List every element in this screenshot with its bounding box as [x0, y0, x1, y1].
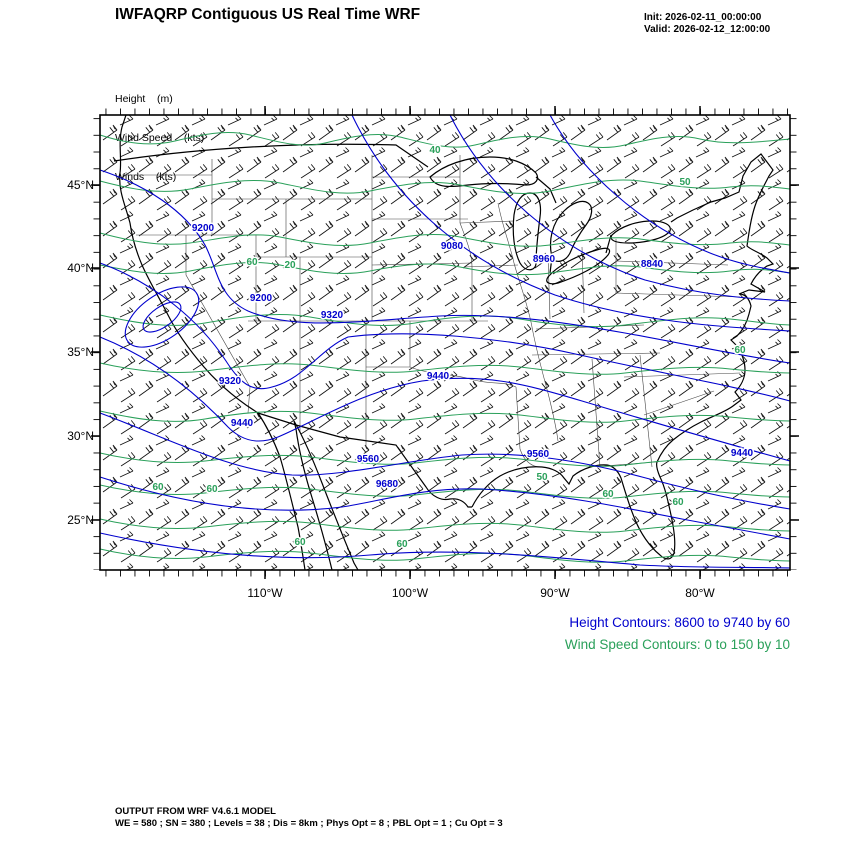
height-contour-label: 9200 — [192, 223, 215, 234]
wind-contour-label: 60 — [152, 482, 164, 493]
lake-erie — [546, 247, 611, 285]
wind-contour-label: 60 — [294, 537, 306, 548]
footer-config-line: WE = 580 ; SN = 380 ; Levels = 38 ; Dis … — [115, 818, 503, 829]
height-contour-label: 9680 — [376, 479, 399, 490]
wind-contour-label: 20 — [284, 260, 296, 271]
height-contour-label: 9440 — [427, 371, 450, 382]
map-frame — [99, 114, 791, 571]
height-contour-label: 9560 — [527, 449, 550, 460]
height-contour-labels: 9200 9080 8960 8840 9200 9320 9320 9440 … — [190, 222, 755, 492]
wind-contour-label: 50 — [536, 472, 548, 483]
wind-speed-contour-labels: 40 50 60 20 60 60 60 50 60 60 60 60 — [151, 144, 748, 552]
lake-ontario — [610, 220, 671, 244]
lat-label-35n: 35°N — [67, 345, 94, 359]
lat-label-45n: 45°N — [67, 178, 94, 192]
footer-model-line: OUTPUT FROM WRF V4.6.1 MODEL — [115, 806, 276, 817]
height-contour-label: 9080 — [441, 241, 464, 252]
border-huron-erie — [549, 256, 553, 274]
lon-label-100w: 100°W — [391, 586, 429, 600]
wind-contour-label: 60 — [602, 489, 614, 500]
lake-huron — [549, 200, 593, 262]
border-mexico — [257, 412, 472, 508]
wind-contour-label: 60 — [396, 539, 408, 550]
plot-title: IWFAQRP Contiguous US Real Time WRF — [115, 6, 421, 23]
coast-gulf-california — [293, 420, 359, 571]
coast-west — [119, 114, 306, 571]
height-contour-label: 9440 — [231, 418, 254, 429]
init-time: Init: 2026-02-11_00:00:00 — [644, 12, 762, 23]
wind-contour-label: 50 — [679, 177, 691, 188]
minor-ticks — [93, 108, 797, 577]
valid-time: Valid: 2026-02-12_12:00:00 — [644, 24, 771, 35]
lat-label-30n: 30°N — [67, 429, 94, 443]
major-ticks — [91, 106, 799, 579]
lake-michigan — [512, 192, 542, 271]
border-canada-west — [113, 143, 429, 168]
wind-contour-legend: Wind Speed Contours: 0 to 150 by 10 — [564, 637, 790, 652]
wind-contour-label: 60 — [672, 497, 684, 508]
wind-contour-label: 60 — [246, 257, 258, 268]
map-canvas: 9200 9080 8960 8840 9200 9320 9320 9440 … — [91, 106, 799, 579]
height-contour-label: 9200 — [250, 293, 273, 304]
lake-superior — [429, 156, 539, 188]
wind-contour-label: 60 — [206, 484, 218, 495]
lon-label-90w: 90°W — [540, 586, 570, 600]
height-contour-legend: Height Contours: 8600 to 9740 by 60 — [569, 615, 790, 630]
wind-contour-label: 60 — [734, 345, 746, 356]
wind-contour-label: 40 — [429, 145, 441, 156]
height-contour-label: 9320 — [219, 376, 242, 387]
height-contours — [99, 114, 791, 569]
lat-label-40n: 40°N — [67, 261, 94, 275]
run-times: Init: 2026-02-11_00:00:00 Valid: 2026-02… — [644, 12, 770, 36]
coast-gulf-atlantic — [471, 153, 775, 560]
field-height: Height (m) — [115, 93, 173, 105]
height-contour-label: 9320 — [321, 310, 344, 321]
height-contour-label: 9560 — [357, 454, 380, 465]
lon-label-110w: 110°W — [247, 586, 283, 600]
lat-label-25n: 25°N — [67, 513, 94, 527]
us-outline — [113, 114, 775, 571]
height-contour-label: 8840 — [641, 259, 664, 270]
border-canada-lakes — [535, 176, 557, 204]
height-contour-label: 8960 — [533, 254, 556, 265]
lon-label-80w: 80°W — [685, 586, 715, 600]
height-contour-label: 9440 — [731, 448, 754, 459]
